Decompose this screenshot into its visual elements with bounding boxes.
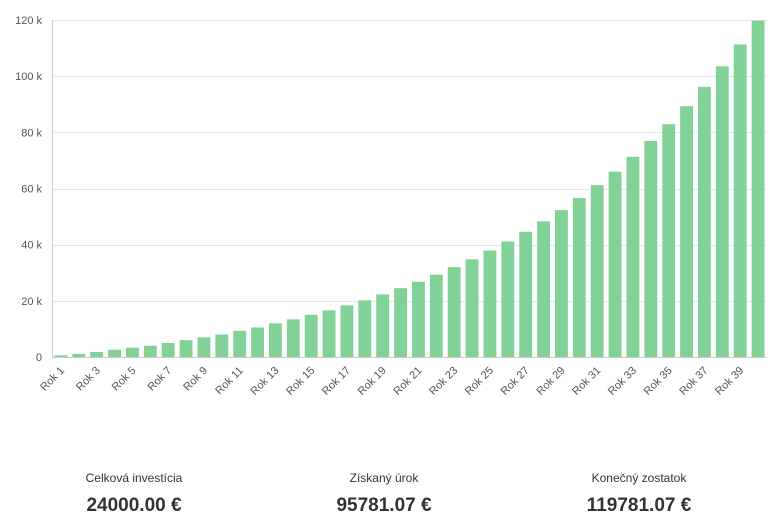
x-tick-label: Rok 7 (145, 365, 174, 394)
y-tick-label: 120 k (15, 15, 42, 27)
bar (161, 342, 175, 357)
bar (179, 340, 193, 357)
x-tick-label: Rok 37 (677, 365, 710, 398)
x-tick-label: Rok 31 (570, 365, 603, 398)
bar (233, 330, 247, 357)
bar (72, 353, 86, 357)
earned-interest-value: 95781.07 € (336, 495, 432, 516)
bar (304, 314, 318, 357)
axes (52, 20, 767, 358)
final-balance-block: Konečný zostatok 119781.07 € (529, 470, 749, 518)
x-tick-label: Rok 3 (74, 365, 103, 394)
bar (340, 305, 354, 357)
y-tick-label: 80 k (21, 127, 42, 139)
y-tick-label: 40 k (21, 240, 42, 252)
bar (90, 351, 104, 357)
x-tick-label: Rok 33 (606, 365, 639, 398)
bar (54, 355, 68, 357)
y-axis-tick-labels: 0 20 k 40 k 60 k 80 k 100 k 120 k (15, 15, 42, 364)
bar (501, 241, 515, 357)
x-tick-label: Rok 25 (463, 365, 496, 398)
x-tick-label: Rok 5 (110, 365, 139, 394)
x-tick-label: Rok 39 (713, 365, 746, 398)
total-invested-block: Celková investícia 24000.00 € (24, 470, 244, 518)
y-tick-label: 60 k (21, 184, 42, 196)
y-tick-label: 0 (36, 352, 42, 364)
earned-interest-block: Získaný úrok 95781.07 € (274, 470, 494, 518)
final-balance-value: 119781.07 € (586, 495, 692, 516)
bar (394, 288, 407, 357)
bar (644, 141, 658, 357)
earned-interest-label: Získaný úrok (349, 471, 419, 485)
bar (572, 198, 586, 357)
y-tick-label: 20 k (21, 296, 42, 308)
x-tick-label: Rok 27 (499, 365, 532, 398)
bar (733, 44, 747, 358)
bar (215, 334, 229, 357)
bar (126, 347, 139, 357)
bar (590, 185, 604, 357)
bar (751, 20, 765, 358)
x-axis-tick-labels: Rok 1 Rok 3 Rok 5 Rok 7 Rok 9 Rok 11 Rok 13 Rok… (38, 365, 746, 398)
bar (715, 66, 729, 358)
y-tick-label: 100 k (15, 71, 42, 83)
bar (108, 349, 121, 357)
bar (358, 300, 372, 357)
x-tick-label: Rok 35 (642, 365, 675, 398)
total-invested-value: 24000.00 € (86, 495, 182, 516)
bar (197, 337, 211, 357)
x-tick-label: Rok 15 (284, 365, 317, 398)
x-tick-label: Rok 23 (427, 365, 460, 398)
x-tick-label: Rok 17 (320, 365, 353, 398)
bar (698, 86, 711, 358)
bar (608, 171, 622, 357)
bar (251, 327, 264, 357)
bar (465, 259, 479, 357)
x-tick-label: Rok 29 (534, 365, 567, 398)
bar (429, 274, 443, 357)
x-tick-label: Rok 11 (213, 365, 246, 398)
bar (269, 323, 282, 357)
bar (680, 106, 693, 357)
bar (626, 156, 640, 357)
summary-panel: Celková investícia 24000.00 € Získaný úr… (0, 470, 777, 521)
bar (519, 231, 533, 357)
bar (322, 310, 336, 357)
x-tick-label: Rok 21 (391, 365, 424, 398)
x-tick-label: Rok 13 (248, 365, 281, 398)
bar (447, 267, 461, 357)
bar (662, 124, 676, 357)
gridlines (52, 20, 767, 302)
bar (143, 345, 157, 357)
bar (555, 210, 568, 357)
x-tick-label: Rok 19 (356, 365, 389, 398)
x-tick-label: Rok 9 (181, 365, 210, 394)
bar (483, 250, 497, 357)
bar (537, 221, 550, 357)
x-tick-label: Rok 1 (38, 365, 67, 394)
final-balance-label: Konečný zostatok (591, 471, 687, 485)
bar (412, 281, 425, 357)
bar (286, 319, 300, 357)
total-invested-label: Celková investícia (85, 471, 183, 485)
bar (376, 294, 390, 357)
bars (54, 20, 765, 358)
